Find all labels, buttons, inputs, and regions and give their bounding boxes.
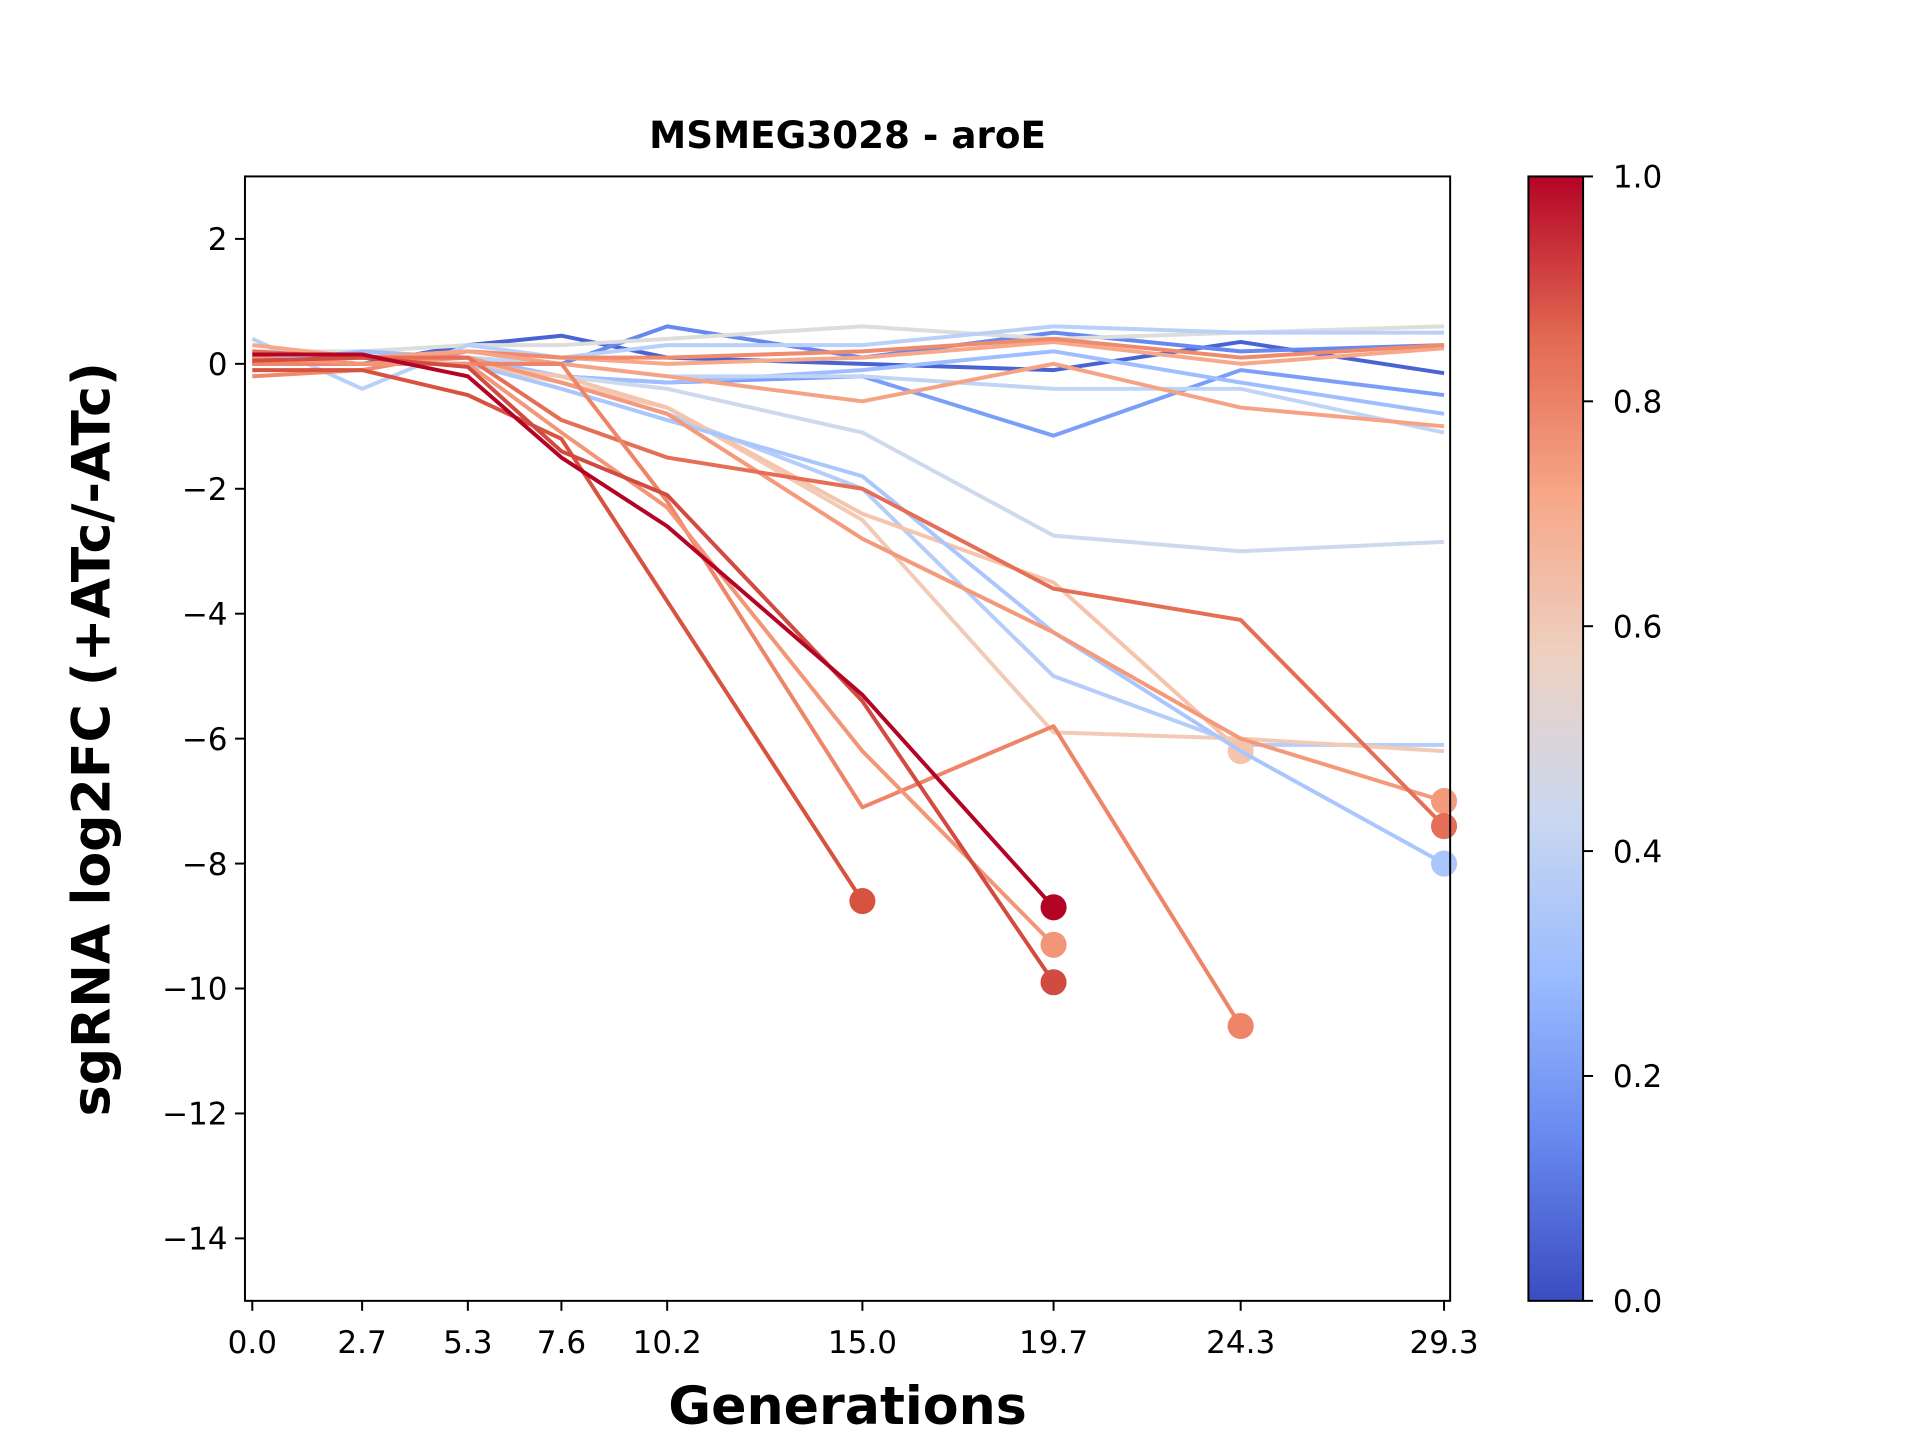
y-tick-label: −2: [182, 472, 228, 508]
colorbar-tick-label: 0.8: [1613, 384, 1662, 420]
end-marker: [1430, 788, 1458, 815]
x-tick-label: 15.0: [828, 1325, 897, 1361]
data-line: [251, 324, 1445, 391]
end-marker: [1040, 894, 1067, 921]
y-axis-label: sgRNA log2FC (+ATc/-ATc): [63, 362, 123, 1116]
y-tick-label: −12: [162, 1097, 228, 1133]
y-tick-label: 2: [208, 222, 228, 258]
end-marker: [1040, 931, 1067, 958]
end-marker: [1040, 969, 1067, 996]
x-tick-label: 7.6: [537, 1325, 586, 1361]
x-tick-label: 5.3: [443, 1325, 492, 1361]
data-line: [252, 355, 1445, 754]
y-tick-label: −6: [182, 722, 228, 758]
colorbar: [1527, 175, 1585, 1302]
y-tick-label: −4: [182, 597, 228, 633]
colorbar-tick-label: 0.0: [1613, 1284, 1662, 1320]
data-line: [252, 355, 1056, 984]
x-tick-label: 24.3: [1206, 1325, 1275, 1361]
y-tick-label: −8: [182, 847, 228, 883]
chart-title: MSMEG3028 - aroE: [649, 113, 1046, 157]
x-tick-label: 19.7: [1019, 1325, 1088, 1361]
data-line: [252, 324, 1445, 354]
colorbar-tick-label: 1.0: [1613, 160, 1662, 196]
y-tick-label: −10: [162, 972, 228, 1008]
data-line: [252, 349, 1445, 416]
data-line: [252, 352, 1056, 909]
x-tick-label: 29.3: [1409, 1325, 1478, 1361]
end-marker: [849, 888, 876, 915]
x-tick-label: 0.0: [228, 1325, 277, 1361]
y-tick-label: 0: [208, 347, 228, 383]
data-line: [252, 349, 1445, 429]
data-line: [252, 361, 1445, 554]
colorbar-tick-label: 0.4: [1613, 834, 1662, 870]
end-marker: [1430, 850, 1458, 877]
y-tick-label: −14: [162, 1222, 228, 1258]
plot-area: [251, 324, 1458, 1040]
data-line: [252, 349, 1446, 828]
colorbar-tick-label: 0.2: [1613, 1059, 1662, 1095]
colorbar-tick-label: 0.6: [1613, 609, 1662, 645]
data-line: [252, 355, 1055, 947]
x-tick-label: 10.2: [633, 1325, 702, 1361]
x-tick-label: 2.7: [337, 1325, 386, 1361]
x-axis-label: Generations: [668, 1377, 1027, 1437]
end-marker: [1227, 1012, 1254, 1040]
end-marker: [1430, 813, 1458, 840]
